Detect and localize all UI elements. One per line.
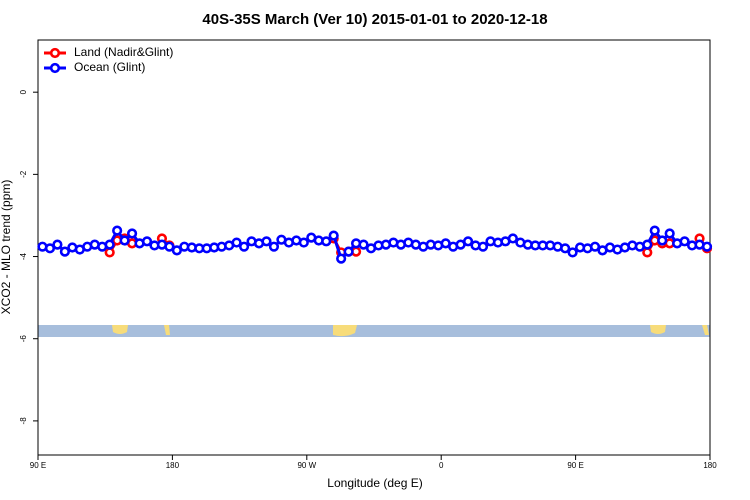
- point: [268, 241, 280, 252]
- y-tick-label: -2: [19, 170, 28, 178]
- point: [358, 239, 369, 250]
- point: [567, 247, 578, 258]
- point: [664, 228, 675, 239]
- x-tick-label: 90 W: [297, 461, 316, 470]
- point: [52, 239, 63, 250]
- point: [112, 225, 123, 236]
- y-tick-label: 0: [19, 89, 28, 94]
- legend-marker: [49, 47, 61, 59]
- point: [343, 246, 354, 257]
- land-patch: [112, 325, 128, 334]
- point: [231, 237, 242, 248]
- point: [171, 245, 182, 256]
- point: [141, 236, 153, 247]
- point: [336, 253, 347, 264]
- point: [119, 235, 130, 246]
- x-tick-label: 0: [439, 461, 444, 470]
- point: [44, 243, 56, 254]
- point: [462, 236, 474, 247]
- point: [642, 247, 653, 258]
- point: [507, 233, 518, 244]
- land-patch: [650, 325, 666, 334]
- land-patch: [702, 325, 709, 335]
- y-tick-label: -6: [19, 335, 28, 343]
- point: [298, 237, 309, 248]
- point: [649, 225, 660, 236]
- series: [37, 225, 713, 264]
- point: [701, 241, 713, 252]
- point: [589, 241, 601, 252]
- point: [642, 239, 653, 250]
- land-patch: [333, 325, 357, 337]
- legend-marker: [49, 62, 61, 74]
- point: [328, 230, 339, 241]
- chart-title: 40S-35S March (Ver 10) 2015-01-01 to 202…: [202, 11, 547, 28]
- x-tick-label: 180: [166, 461, 180, 470]
- land-mask: [38, 325, 710, 337]
- point: [59, 246, 70, 257]
- point: [261, 236, 272, 247]
- point: [104, 239, 115, 250]
- legend-label: Land (Nadir&Glint): [74, 45, 173, 59]
- point: [321, 236, 332, 247]
- y-axis-label: XCO2 - MLO trend (ppm): [0, 180, 13, 315]
- point: [164, 241, 175, 252]
- point: [126, 228, 138, 239]
- point: [679, 236, 690, 247]
- ocean-strip: [38, 325, 710, 337]
- y-tick-label: -4: [19, 252, 28, 260]
- land-patch: [164, 325, 170, 335]
- x-axis-label: Longitude (deg E): [327, 476, 422, 490]
- point: [560, 243, 571, 254]
- point: [104, 247, 115, 258]
- point: [657, 235, 668, 246]
- x-tick-label: 90 E: [30, 461, 46, 470]
- x-tick-label: 180: [703, 461, 717, 470]
- legend-label: Ocean (Glint): [74, 60, 145, 74]
- point: [238, 241, 250, 252]
- point: [477, 241, 489, 252]
- y-tick-label: -8: [19, 417, 28, 425]
- x-tick-label: 90 E: [567, 461, 583, 470]
